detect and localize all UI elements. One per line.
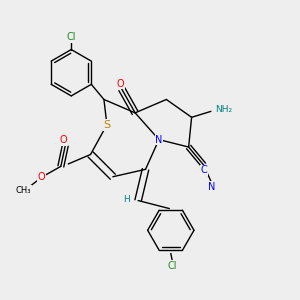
Text: H: H [123,194,130,203]
Text: NH₂: NH₂ [215,105,232,114]
Text: Cl: Cl [167,261,177,271]
Text: C: C [201,165,208,175]
Text: N: N [155,135,163,145]
Text: CH₃: CH₃ [16,186,32,195]
Text: O: O [60,135,68,145]
Text: S: S [103,120,110,130]
Text: N: N [208,182,215,192]
Text: O: O [38,172,45,182]
Text: Cl: Cl [67,32,76,42]
Text: O: O [116,79,124,89]
